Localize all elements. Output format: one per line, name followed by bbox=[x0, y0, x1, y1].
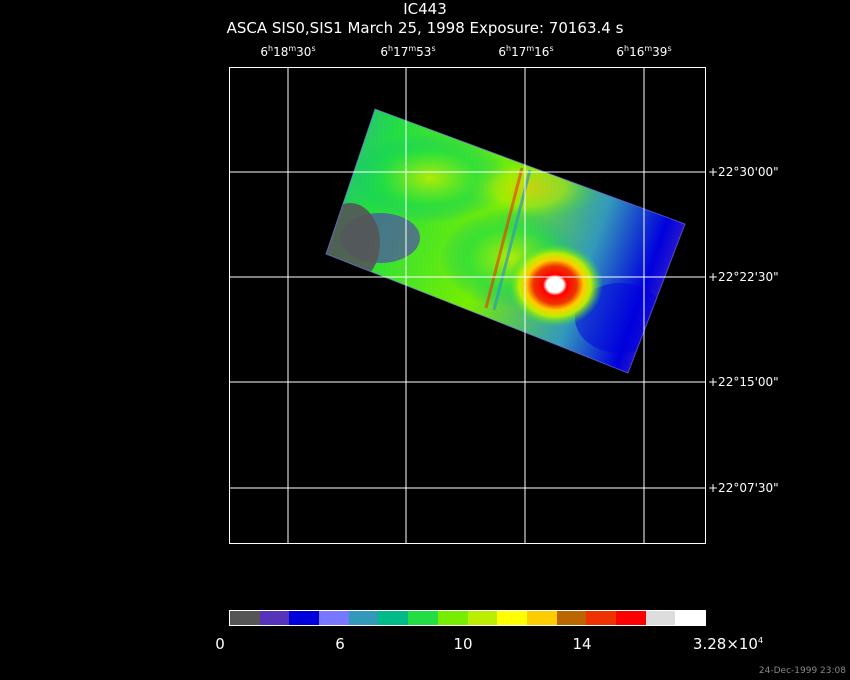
colorbar-swatch bbox=[556, 611, 587, 625]
ra-label-2: 6h17m53s bbox=[380, 44, 436, 59]
colorbar-swatch bbox=[259, 611, 290, 625]
xray-image bbox=[230, 68, 705, 543]
colorbar-swatch bbox=[230, 611, 260, 625]
colorbar-swatch bbox=[378, 611, 409, 625]
colorbar-swatch bbox=[675, 611, 705, 625]
dec-label-2: +22°22'30" bbox=[708, 270, 779, 284]
dec-label-3: +22°15'00" bbox=[708, 375, 779, 389]
xray-image-panel bbox=[229, 67, 706, 544]
ra-label-4: 6h16m39s bbox=[616, 44, 672, 59]
colorbar-swatch bbox=[586, 611, 616, 625]
colorbar-label-10: 10 bbox=[453, 635, 473, 653]
colorbar-swatch bbox=[408, 611, 438, 625]
colorbar bbox=[229, 610, 706, 626]
colorbar-label-0: 0 bbox=[215, 635, 225, 653]
colorbar-swatch bbox=[526, 611, 557, 625]
colorbar-swatch bbox=[437, 611, 468, 625]
colorbar-swatch bbox=[348, 611, 379, 625]
colorbar-label-max: 3.28×104 bbox=[692, 635, 764, 653]
colorbar-swatch bbox=[467, 611, 498, 625]
timestamp: 24-Dec-1999 23:08 bbox=[758, 666, 846, 676]
colorbar-swatch bbox=[289, 611, 320, 625]
colorbar-label-14: 14 bbox=[572, 635, 592, 653]
colorbar-swatch bbox=[615, 611, 646, 625]
colorbar-swatch bbox=[497, 611, 527, 625]
colorbar-swatch bbox=[645, 611, 676, 625]
ra-label-3: 6h17m16s bbox=[498, 44, 554, 59]
dec-label-4: +22°07'30" bbox=[708, 481, 779, 495]
ra-label-1: 6h18m30s bbox=[260, 44, 316, 59]
colorbar-label-6: 6 bbox=[335, 635, 345, 653]
image-subtitle: ASCA SIS0,SIS1 March 25, 1998 Exposure: … bbox=[226, 19, 624, 37]
image-title: IC443 bbox=[403, 0, 447, 18]
colorbar-swatch bbox=[319, 611, 349, 625]
dec-label-1: +22°30'00" bbox=[708, 165, 779, 179]
